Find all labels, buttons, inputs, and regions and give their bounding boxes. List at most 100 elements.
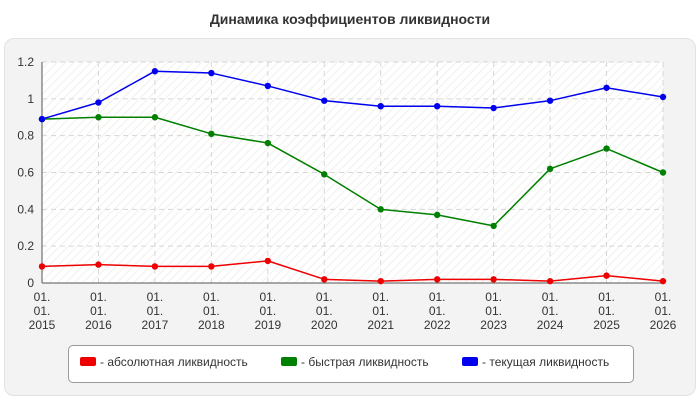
data-point-0 — [377, 277, 384, 285]
legend-item-quick[interactable]: - быстрая ликвидность — [281, 355, 429, 369]
y-tick-label: 0.4 — [17, 202, 34, 216]
x-tick-label-line: 2023 — [480, 318, 507, 332]
data-point-2 — [95, 99, 102, 106]
data-point-1 — [659, 169, 667, 176]
x-tick-label-line: 01. — [34, 290, 51, 304]
x-tick-label: 01. 01. 2021 — [367, 290, 394, 332]
x-tick-label: 01. 01. 2018 — [198, 290, 225, 332]
x-tick-label: 01. 01. 2026 — [650, 290, 677, 332]
x-tick-label: 01. 01. 2020 — [311, 290, 338, 332]
x-tick-label-line: 01. — [90, 290, 107, 304]
legend-item-absolute[interactable]: - абсолютная ликвидность — [80, 355, 248, 369]
x-tick-label-line: 2024 — [537, 318, 564, 332]
data-point-1 — [490, 222, 497, 230]
x-tick-label-line: 01. — [485, 304, 502, 318]
data-point-0 — [38, 263, 46, 270]
data-point-1 — [151, 114, 159, 121]
x-tick-label-line: 01. — [598, 304, 615, 318]
data-point-0 — [659, 277, 667, 285]
legend-label-current: - текущая ликвидность — [482, 355, 610, 369]
legend-swatch-current — [462, 357, 478, 366]
x-tick-label-line: 01. — [147, 304, 164, 318]
legend-swatch-quick — [281, 357, 297, 366]
x-tick-label-line: 2025 — [593, 318, 620, 332]
x-tick-label-line: 2019 — [254, 318, 281, 332]
x-tick-label-line: 01. — [598, 290, 615, 304]
legend-swatch-absolute — [80, 357, 96, 366]
axes — [41, 62, 663, 284]
x-tick-label-line: 2018 — [198, 318, 225, 332]
data-point-1 — [208, 130, 215, 138]
x-tick-label-line: 01. — [259, 304, 276, 318]
x-tick-label-line: 01. — [372, 304, 389, 318]
series-line-0 — [41, 260, 664, 282]
legend-label-quick: - быстрая ликвидность — [301, 355, 429, 369]
data-point-1 — [377, 206, 384, 213]
data-point-2 — [321, 97, 328, 104]
data-point-0 — [95, 261, 102, 268]
x-tick-label-line: 01. — [316, 290, 333, 304]
x-tick-label-line: 01. — [203, 290, 220, 304]
legend-item-current[interactable]: - текущая ликвидность — [462, 355, 609, 369]
series-line-1 — [41, 116, 664, 227]
x-tick-label-line: 01. — [203, 304, 220, 318]
x-tick-label-line: 01. — [147, 290, 164, 304]
x-tick-label-line: 2017 — [142, 318, 169, 332]
data-point-1 — [546, 165, 554, 173]
x-tick-label-line: 01. — [655, 304, 672, 318]
y-tick-label: 0.8 — [17, 129, 34, 143]
x-tick-label: 01. 01. 2023 — [480, 290, 507, 332]
x-tick-label-line: 01. — [90, 304, 107, 318]
data-point-2 — [38, 115, 46, 123]
legend: - абсолютная ликвидность - быстрая ликви… — [68, 345, 634, 383]
series-lines — [38, 68, 667, 285]
y-tick-label: 0 — [27, 276, 34, 290]
x-tick-label: 01. 01. 2016 — [85, 290, 112, 332]
data-point-0 — [151, 263, 159, 270]
data-point-2 — [546, 97, 554, 104]
x-tick-label-line: 01. — [485, 290, 502, 304]
data-point-0 — [321, 276, 328, 283]
x-tick-label-line: 01. — [655, 290, 672, 304]
data-point-2 — [659, 93, 667, 101]
data-point-2 — [490, 104, 497, 112]
data-point-0 — [208, 263, 215, 270]
x-tick-label-line: 2022 — [424, 318, 451, 332]
data-point-0 — [546, 277, 554, 285]
data-point-1 — [264, 139, 272, 147]
x-tick-label-line: 2020 — [311, 318, 338, 332]
x-tick-label-line: 01. — [372, 290, 389, 304]
x-tick-label-line: 01. — [542, 290, 559, 304]
series-line-2 — [41, 70, 664, 120]
x-tick-label: 01. 01. 2015 — [29, 290, 56, 332]
y-tick-label: 1.2 — [17, 55, 34, 69]
x-tick-label: 01. 01. 2017 — [142, 290, 169, 332]
data-point-1 — [433, 211, 441, 219]
data-point-0 — [603, 272, 610, 279]
x-tick-label: 01. 01. 2022 — [424, 290, 451, 332]
y-tick-label: 1 — [27, 92, 34, 106]
data-point-0 — [490, 276, 497, 283]
y-tick-label: 0.6 — [17, 166, 34, 180]
legend-label-absolute: - абсолютная ликвидность — [100, 355, 248, 369]
data-point-0 — [433, 276, 441, 283]
data-point-2 — [603, 84, 610, 91]
data-point-2 — [377, 103, 384, 110]
x-tick-label: 01. 01. 2025 — [593, 290, 620, 332]
x-tick-label-line: 01. — [259, 290, 276, 304]
data-point-2 — [151, 68, 159, 75]
data-point-1 — [95, 114, 102, 121]
data-point-2 — [208, 69, 215, 77]
data-point-1 — [603, 145, 610, 152]
data-point-2 — [264, 82, 272, 90]
data-point-2 — [433, 103, 441, 110]
x-tick-label-line: 01. — [34, 304, 51, 318]
x-tick-label-line: 2016 — [85, 318, 112, 332]
x-tick-label-line: 2026 — [650, 318, 677, 332]
x-tick-label: 01. 01. 2019 — [254, 290, 281, 332]
data-point-0 — [264, 257, 272, 265]
x-tick-label-line: 01. — [542, 304, 559, 318]
data-point-1 — [321, 171, 328, 178]
